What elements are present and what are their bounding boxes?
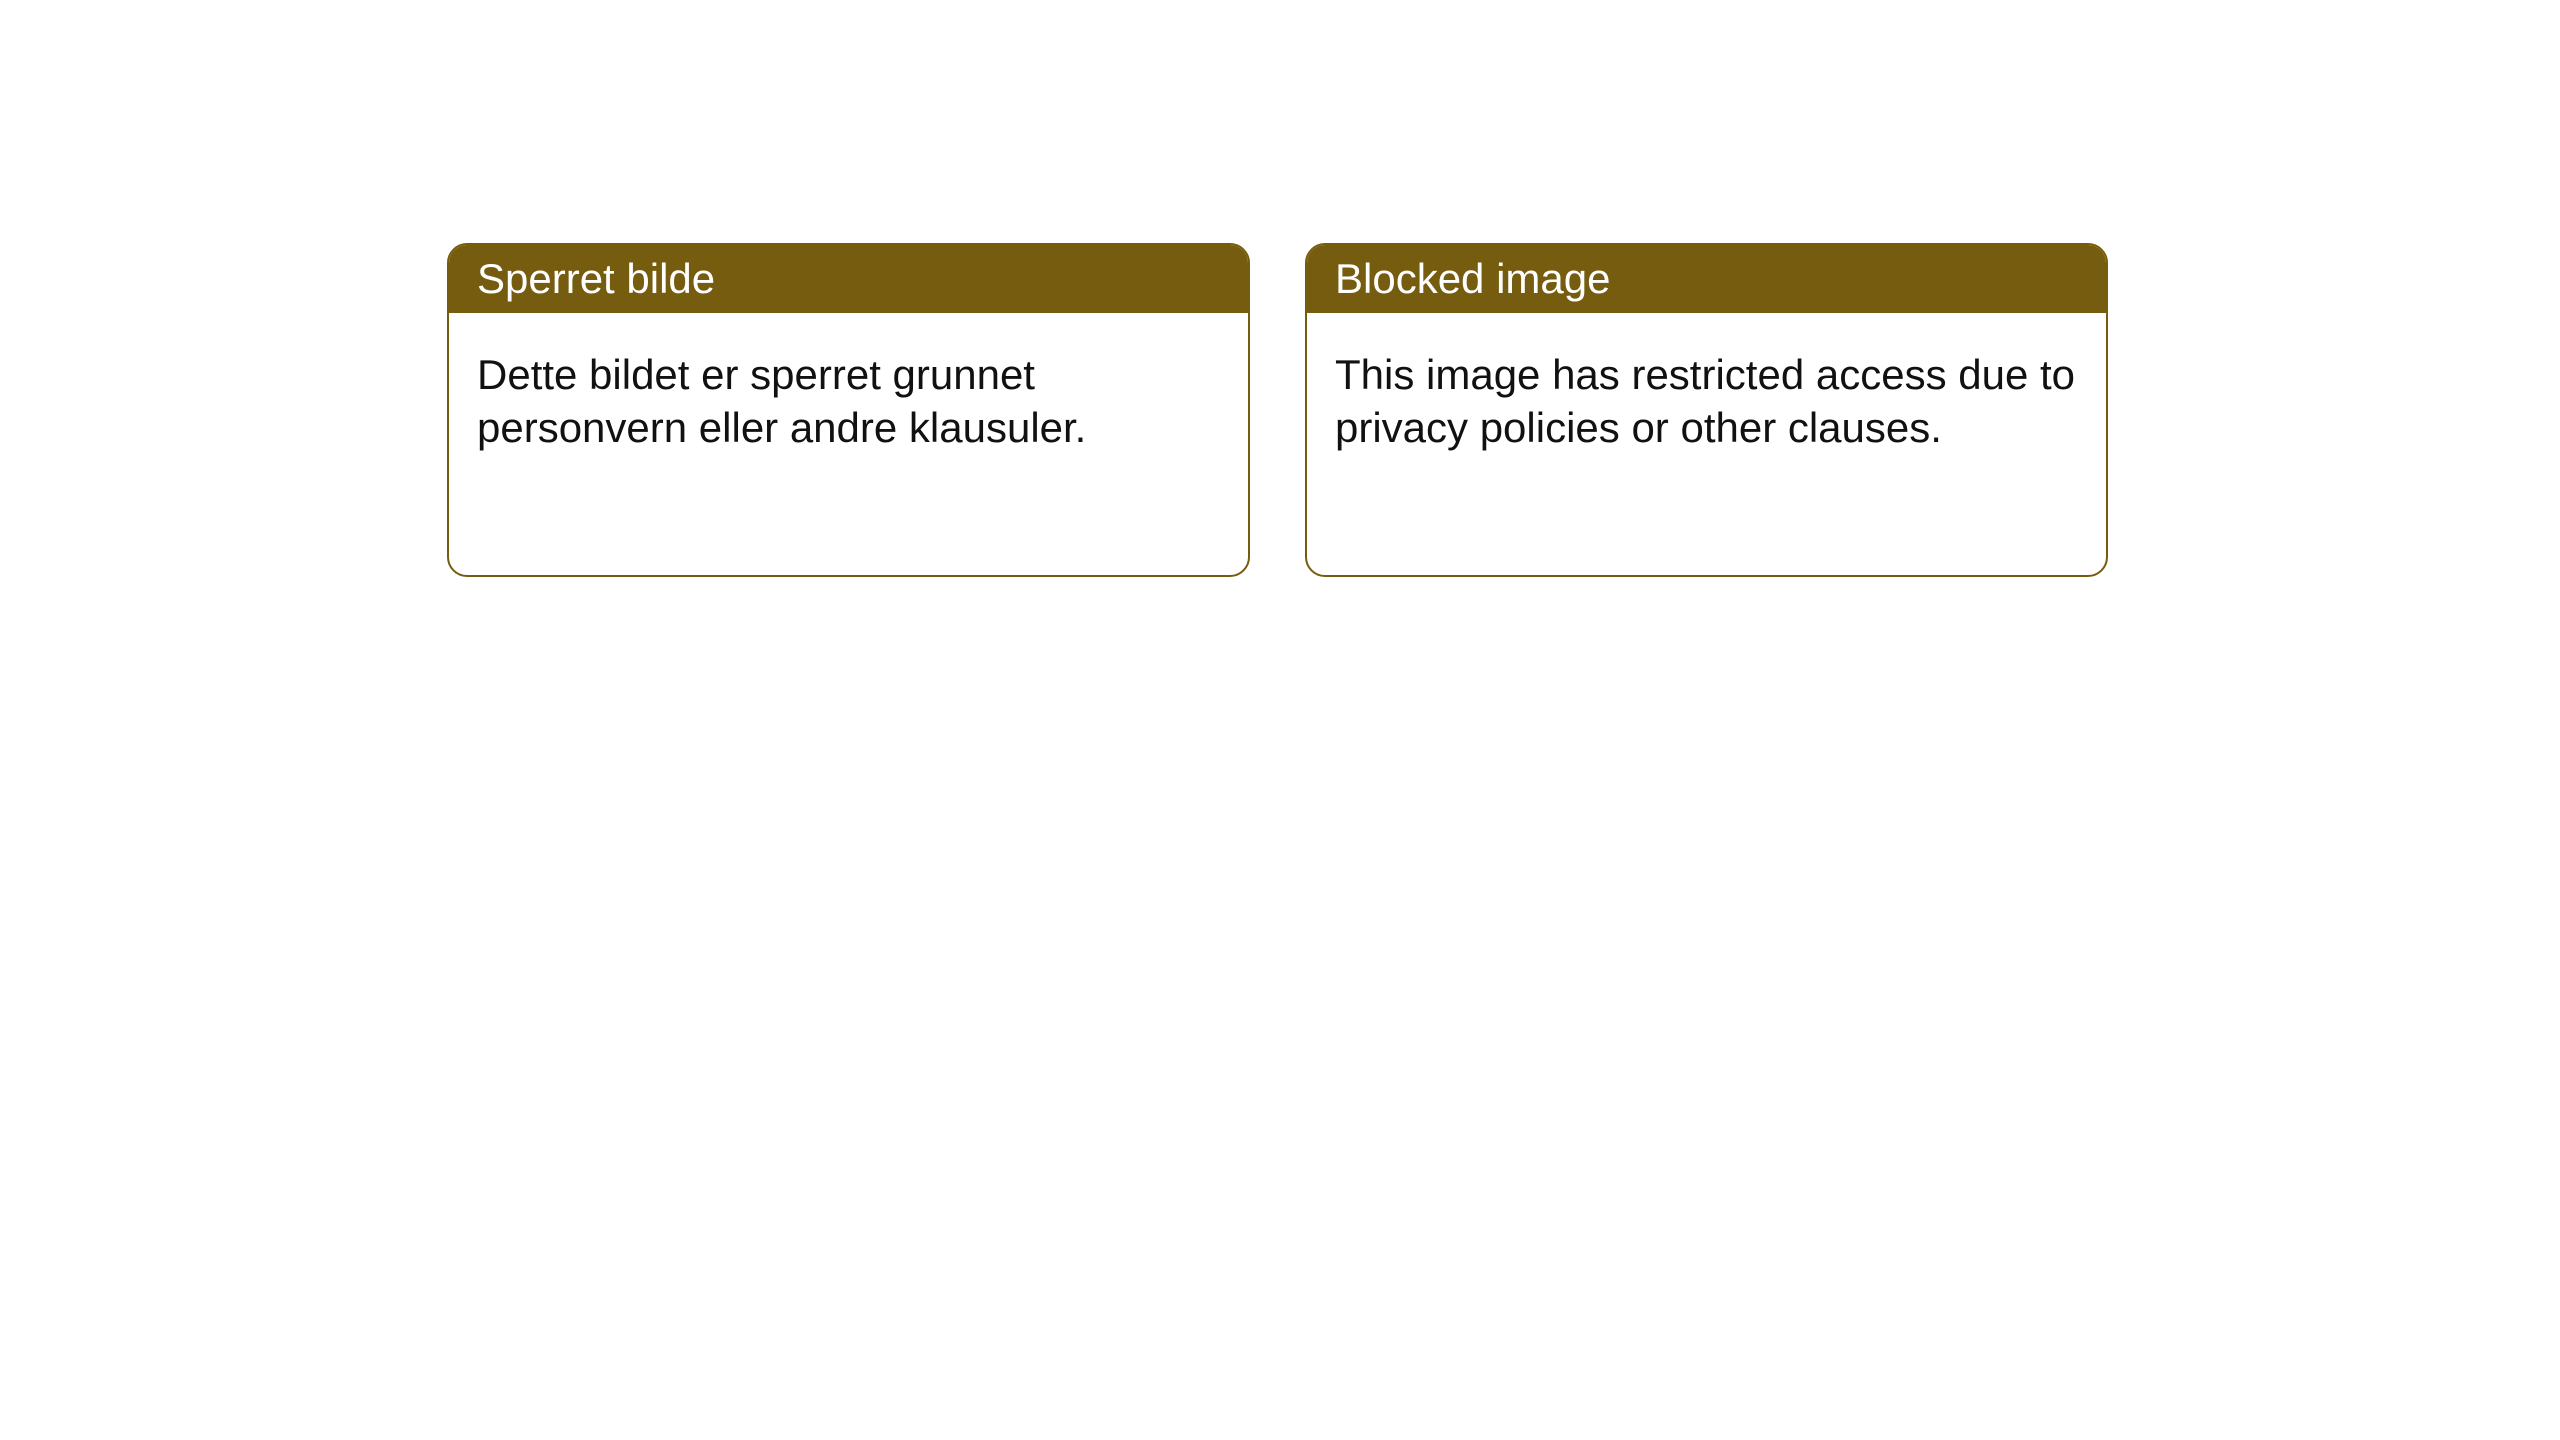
card-body-text: Dette bildet er sperret grunnet personve… [477, 351, 1086, 451]
card-body: This image has restricted access due to … [1307, 313, 2106, 490]
card-title: Sperret bilde [477, 255, 715, 302]
card-body-text: This image has restricted access due to … [1335, 351, 2075, 451]
cards-container: Sperret bilde Dette bildet er sperret gr… [0, 0, 2560, 577]
blocked-image-card-no: Sperret bilde Dette bildet er sperret gr… [447, 243, 1250, 577]
card-title: Blocked image [1335, 255, 1610, 302]
card-header: Sperret bilde [449, 245, 1248, 313]
blocked-image-card-en: Blocked image This image has restricted … [1305, 243, 2108, 577]
card-body: Dette bildet er sperret grunnet personve… [449, 313, 1248, 490]
card-header: Blocked image [1307, 245, 2106, 313]
